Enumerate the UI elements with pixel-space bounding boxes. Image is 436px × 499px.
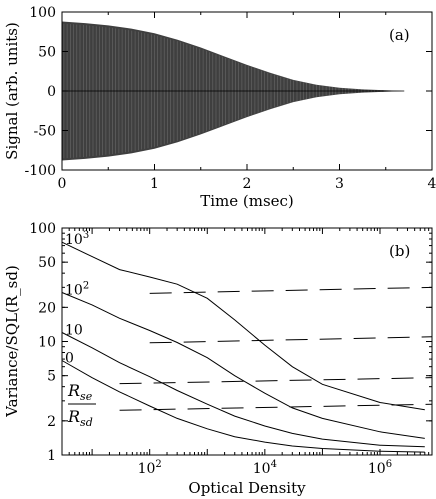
asymptote-dashed-line [119,403,433,411]
panel-a-label: (a) [389,26,410,44]
panel-b-ylabel: Variance/SQL(R_sd) [3,265,21,418]
panel-b-label: (b) [389,242,410,260]
y-tick-label: -100 [25,163,56,179]
ratio-label: Rse Rsd [67,381,96,429]
asymptote-dashed-line [149,336,433,344]
x-tick-label: 104 [253,459,277,477]
panel-a-ticks: 0 1 2 3 4 100 50 0 -50 -100 [25,5,436,192]
curve-label: 0 [65,351,74,367]
x-tick-label: 1 [150,176,159,192]
y-tick-label: 5 [47,369,56,385]
curve-label: 102 [65,281,89,299]
panel-a-ylabel: Signal (arb. units) [3,22,21,160]
panel-a-data [62,21,405,161]
y-tick-label: 50 [38,255,56,271]
x-tick-label: 3 [335,176,344,192]
ratio-numerator: Rse [67,381,93,403]
x-tick-label: 4 [428,176,436,192]
x-tick-label: 106 [368,459,392,477]
curve-label: 103 [65,230,89,248]
panel-a-xlabel: Time (msec) [200,192,294,210]
asymptote-dashed-line [119,377,433,385]
ratio-denominator: Rsd [67,407,93,429]
variance-curve [61,332,425,448]
y-tick-label: 2 [47,414,56,430]
variance-curve [61,241,425,411]
panel-b-frame [61,227,433,456]
variance-curve [61,360,425,453]
panel-a: 0 1 2 3 4 100 50 0 -50 -100 (a) Time (msec) Signa… [3,5,436,210]
variance-curve [61,292,425,439]
x-tick-label: 2 [243,176,252,192]
y-tick-label: 1 [47,448,56,464]
x-tick-label: 0 [58,176,67,192]
curve-label: 10 [65,323,83,339]
y-tick-label: 10 [38,335,56,351]
panel-b-xlabel: Optical Density [188,479,306,497]
panel-b-data: 103 102 10 0 [61,230,433,453]
y-tick-label: 20 [38,300,56,316]
y-tick-label: 50 [38,45,56,61]
y-tick-label: 100 [29,221,56,237]
y-tick-label: 100 [29,5,56,21]
y-tick-label: 0 [47,84,56,100]
x-tick-label: 102 [138,459,162,477]
y-tick-label: -50 [33,124,56,140]
asymptote-dashed-line [149,286,433,294]
